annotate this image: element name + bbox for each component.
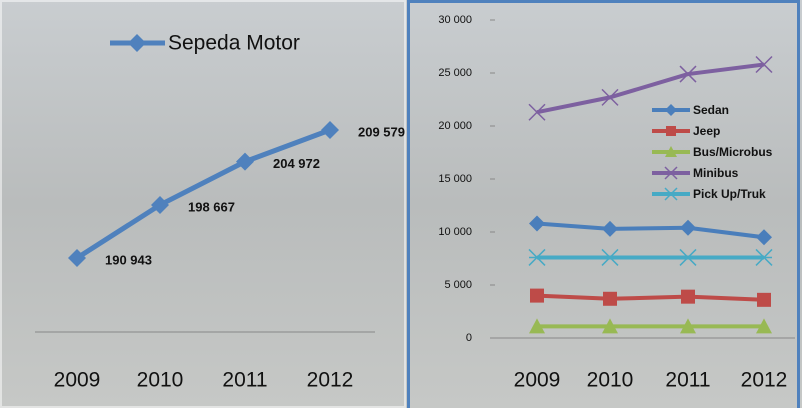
x-tick-label: 2009	[54, 369, 101, 392]
x-tick-label: 2010	[137, 369, 184, 392]
x-tick-label: 2010	[587, 369, 634, 392]
x-tick-label: 2011	[222, 369, 267, 392]
x-tick-label: 2012	[741, 369, 788, 392]
marker	[603, 292, 617, 306]
chart: 2009 2010 2011 2012 190 943 198 667 204 972 209…	[0, 0, 802, 408]
marker	[666, 126, 676, 136]
legend-label: Bus/Microbus	[693, 145, 773, 159]
y-tick-label: 5 000	[444, 279, 472, 291]
legend-label: Minibus	[693, 166, 739, 180]
x-tick-label: 2012	[307, 369, 354, 392]
x-tick-label: 2009	[514, 369, 561, 392]
marker	[757, 293, 771, 307]
y-tick-label: 10 000	[438, 226, 472, 238]
value-label: 204 972	[273, 156, 320, 171]
page: {"chart_data": [ {"type": "line", "categ…	[0, 0, 802, 408]
x-tick-label: 2011	[665, 369, 710, 392]
y-tick-label: 15 000	[438, 173, 472, 185]
panel-divider	[797, 0, 800, 408]
y-tick-label: 25 000	[438, 67, 472, 79]
value-label: 198 667	[188, 199, 235, 214]
marker	[530, 289, 544, 303]
legend-label: Jeep	[693, 124, 720, 138]
legend-label: Sepeda Motor	[168, 32, 300, 55]
background	[0, 0, 802, 408]
y-tick-label: 20 000	[438, 120, 472, 132]
y-tick-label: 0	[466, 332, 472, 344]
value-label: 209 579	[358, 124, 405, 139]
y-tick-label: 30 000	[438, 14, 472, 26]
panel-divider	[410, 0, 797, 3]
legend-label: Sedan	[693, 103, 729, 117]
value-label: 190 943	[105, 252, 152, 267]
panel-divider	[407, 0, 410, 408]
marker	[681, 290, 695, 304]
legend-label: Pick Up/Truk	[693, 187, 766, 201]
